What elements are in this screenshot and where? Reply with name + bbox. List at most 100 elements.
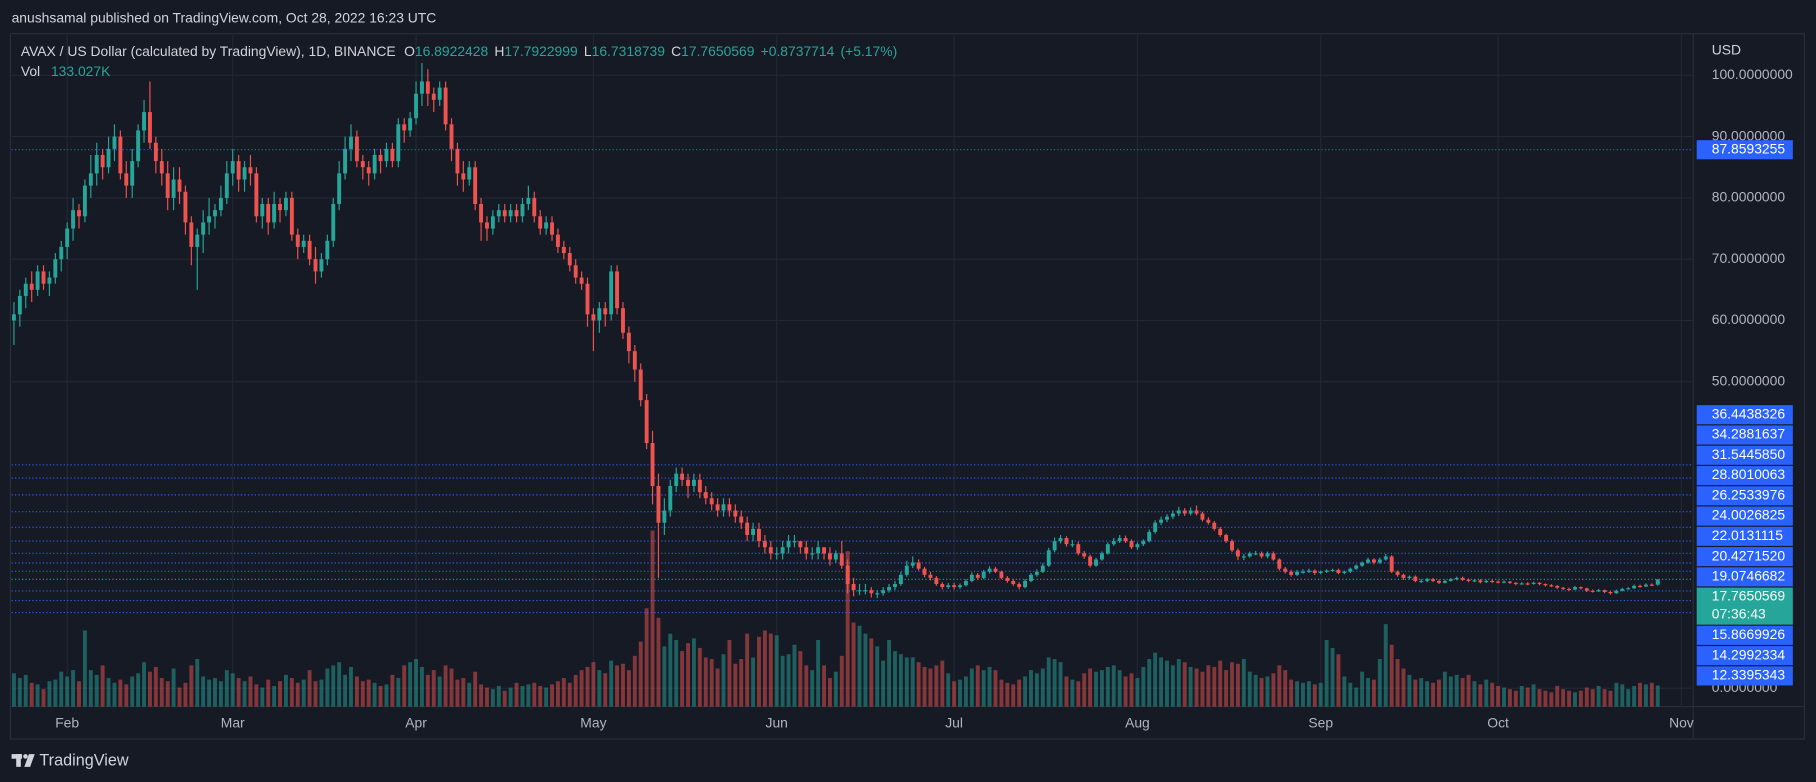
candle-body <box>609 271 614 315</box>
candle-body <box>904 565 909 575</box>
candle-body <box>597 308 602 321</box>
volume-bar <box>810 670 815 707</box>
candle-body <box>1141 541 1146 545</box>
candle-body <box>774 553 779 555</box>
candle-body <box>538 216 543 229</box>
candle-body <box>1519 583 1524 585</box>
candle-body <box>1094 559 1098 566</box>
candle-body <box>674 473 679 486</box>
candle-body <box>952 585 957 588</box>
volume-bar <box>1265 676 1270 707</box>
candle-body <box>1513 582 1518 585</box>
volume-bar <box>1643 684 1648 707</box>
volume-bar <box>1632 685 1637 707</box>
volume-bar <box>349 666 353 707</box>
candle-body <box>414 93 418 119</box>
candle-body <box>1165 516 1169 520</box>
volume-bar <box>1472 681 1477 707</box>
level-label: 15.8669926 <box>1712 626 1786 642</box>
volume-bar <box>1129 673 1134 707</box>
logo-part <box>16 754 21 767</box>
volume-bar <box>1383 624 1388 707</box>
volume-bar <box>1484 679 1489 707</box>
volume-bar <box>845 551 850 707</box>
candle-body <box>898 574 903 585</box>
candle-body <box>1537 582 1542 585</box>
candle-body <box>1413 576 1418 581</box>
candle-body <box>1460 577 1465 580</box>
candle-body <box>1549 585 1554 587</box>
volume-bar <box>378 685 383 707</box>
x-tick-label: Jun <box>766 715 788 731</box>
candle-body <box>88 173 93 186</box>
candle-body <box>1354 565 1359 569</box>
candle-body <box>686 479 690 486</box>
candle-body <box>1466 579 1471 581</box>
candle-body <box>555 234 560 247</box>
volume-bar <box>1301 682 1305 707</box>
current-price-box <box>1696 587 1793 625</box>
candle-body <box>644 400 649 444</box>
candle-body <box>1655 579 1660 585</box>
candle-body <box>757 528 761 542</box>
volume-bar <box>567 682 572 707</box>
candle-body <box>1017 584 1022 588</box>
candle-body <box>922 568 927 575</box>
volume-bar <box>668 633 673 707</box>
volume-bar <box>283 674 288 707</box>
candle-body <box>1531 582 1536 585</box>
volume-bar <box>1135 678 1140 707</box>
candle-body <box>425 81 430 94</box>
volume-bar <box>573 674 578 707</box>
volume-bar <box>461 678 466 707</box>
volume-bar <box>697 647 702 707</box>
candle-body <box>1419 580 1424 583</box>
volume-bar <box>502 690 507 707</box>
level-label: 36.4438326 <box>1712 405 1786 421</box>
volume-bar <box>47 681 52 707</box>
volume-bar <box>650 530 655 707</box>
volume-bar <box>1448 676 1453 707</box>
volume-bar <box>1401 668 1406 707</box>
candle-body <box>242 167 247 180</box>
volume-bar <box>331 665 336 707</box>
volume-bar <box>762 630 767 707</box>
volume-bar <box>526 684 531 707</box>
volume-bar <box>1366 678 1370 707</box>
candle-body <box>1099 553 1104 560</box>
grid <box>11 34 1694 707</box>
candle-body <box>260 204 265 217</box>
volume-bar <box>147 671 152 707</box>
candle-body <box>331 204 336 241</box>
candle-body <box>384 148 389 162</box>
candle-body <box>893 584 897 588</box>
level-lines <box>11 149 1694 614</box>
level-label: 31.5445850 <box>1712 446 1786 462</box>
candle-body <box>798 541 803 548</box>
volume-bar <box>88 670 93 707</box>
level-label: 20.4271520 <box>1712 547 1786 563</box>
volume-bar <box>1005 682 1010 707</box>
candle-body <box>1643 584 1648 587</box>
volume-bar <box>325 668 330 707</box>
candle-body <box>1200 513 1205 520</box>
candle-body <box>1620 588 1625 591</box>
volume-bar <box>987 666 992 707</box>
volume-bar <box>77 681 81 707</box>
volume-bar <box>1348 682 1353 707</box>
candle-body <box>940 584 945 588</box>
volume-bar <box>1235 663 1240 707</box>
volume-bar <box>1147 659 1152 707</box>
candle-body <box>739 516 744 523</box>
volume-bar <box>183 682 188 707</box>
candle-body <box>354 136 359 162</box>
candle-body <box>1567 588 1572 591</box>
volume-bar <box>1241 659 1246 707</box>
candle-body <box>136 130 141 162</box>
candle-body <box>1525 583 1530 585</box>
x-tick-label: Jul <box>945 715 963 731</box>
volume-bar <box>1247 671 1252 707</box>
volume-bar <box>538 685 543 707</box>
candle-body <box>751 528 756 535</box>
